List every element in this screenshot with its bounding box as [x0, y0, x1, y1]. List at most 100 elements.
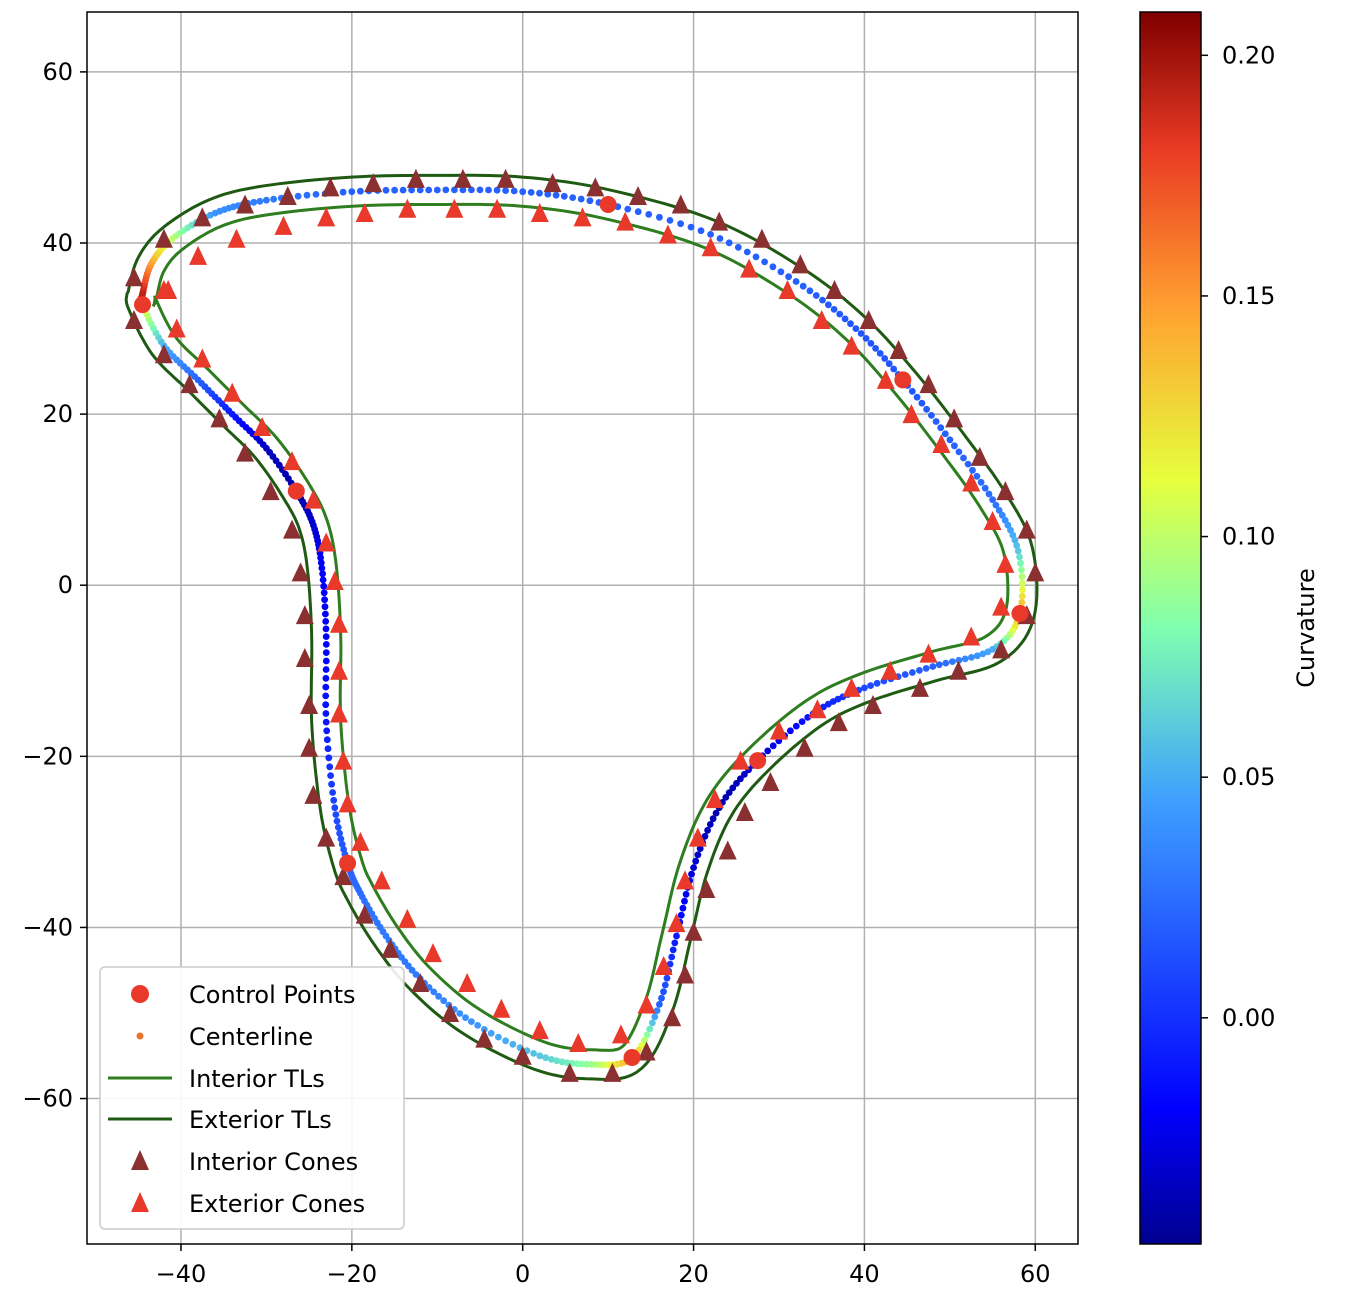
centerline-point [322, 718, 330, 726]
centerline-point [563, 1059, 571, 1066]
centerline-point [318, 564, 326, 572]
centerline-point [687, 223, 695, 231]
centerline-point [322, 683, 330, 691]
exterior-cone [330, 660, 349, 680]
centerline-point [326, 763, 334, 771]
colorbar: 0.00 0.05 0.10 0.15 0.20 Curvature [1139, 11, 1320, 1245]
centerline-point [955, 448, 963, 456]
centerline-point [941, 430, 949, 438]
exterior-cone [881, 660, 900, 680]
centerline-point [1018, 573, 1026, 580]
centerline-point [425, 186, 433, 194]
exterior-cone [667, 913, 686, 933]
exterior-cone [569, 1032, 588, 1052]
interior-track-line [151, 202, 1010, 1052]
centerline-point [553, 1057, 561, 1065]
centerline-point [697, 227, 705, 235]
exterior-cone [530, 203, 549, 223]
interior-cone [735, 801, 754, 821]
interior-cone [321, 177, 340, 197]
interior-cone [124, 310, 143, 329]
centerline-point [918, 399, 926, 407]
exterior-cone [193, 348, 212, 368]
y-tick-label: −20 [22, 742, 73, 770]
centerline-point [668, 953, 676, 961]
centerline-point [908, 387, 916, 395]
centerline-point [679, 904, 687, 912]
centerline-point [468, 186, 475, 194]
centerline-point [510, 187, 518, 195]
centerline-point [435, 992, 442, 1000]
interior-cone [919, 374, 938, 394]
centerline-point [340, 846, 347, 853]
x-tick-label: 20 [678, 1260, 709, 1288]
x-tick-label: 0 [515, 1260, 530, 1288]
exterior-cone [458, 973, 477, 993]
centerline-point [322, 625, 330, 633]
exterior-cone [372, 870, 391, 890]
exterior-cone [223, 382, 242, 402]
centerline-point [391, 186, 398, 194]
centerline-point [624, 205, 632, 213]
exterior-cone [283, 451, 302, 471]
centerline-point [961, 655, 969, 663]
interior-cone [752, 228, 771, 248]
centerline-point [643, 1031, 651, 1039]
centerline-point [586, 197, 594, 205]
interior-cone [791, 254, 810, 274]
interior-cone [496, 168, 515, 188]
centerline-point [981, 484, 989, 492]
exterior-cone [932, 434, 951, 454]
centerline-point [995, 506, 1003, 514]
centerline-point [792, 278, 800, 285]
centerline-point [669, 946, 677, 954]
exterior-cone [654, 955, 673, 975]
centerline-point [327, 772, 334, 779]
centerline-point [799, 282, 807, 290]
centerline-point [812, 292, 820, 299]
centerline-point [819, 296, 826, 304]
interior-cone [334, 866, 353, 886]
centerline-point [560, 192, 568, 200]
centerline-point [960, 454, 967, 462]
centerline-point [709, 815, 717, 823]
exterior-cone [812, 310, 831, 329]
interior-cone [710, 211, 729, 231]
interior-cone [910, 677, 929, 697]
y-tick-label: 20 [42, 400, 73, 428]
colorbar-tick-label: 0.20 [1222, 41, 1275, 69]
centerline-point [716, 235, 724, 242]
y-tick-label: 40 [42, 229, 73, 257]
centerline-point [303, 191, 311, 199]
centerline-point [955, 656, 963, 664]
centerline-point [909, 669, 916, 676]
centerline-point [558, 1058, 566, 1066]
exterior-cone [317, 532, 336, 552]
centerline-point [442, 186, 450, 194]
exterior-cone [227, 228, 246, 248]
control-point [339, 854, 357, 872]
colorbar-tick-label: 0.15 [1222, 282, 1275, 310]
centerline-point [536, 189, 543, 197]
centerline-point [852, 325, 860, 332]
centerline-point [577, 195, 585, 203]
centerline-point [663, 974, 671, 982]
centerline-point [408, 186, 415, 194]
centerline-point [322, 618, 330, 625]
centerline-point [798, 718, 806, 725]
centerline-point [509, 1040, 517, 1048]
interior-cone [180, 374, 199, 394]
centerline-point [666, 960, 674, 968]
interior-cone [718, 840, 737, 860]
centerline-point [325, 754, 333, 762]
centerline-point [634, 208, 642, 216]
exterior-cone [355, 203, 374, 223]
centerline-point [569, 194, 577, 202]
exterior-cone [317, 207, 336, 227]
legend-label-centerline: Centerline [189, 1023, 313, 1051]
centerline-point [476, 186, 484, 194]
legend-label-control-points: Control Points [189, 981, 355, 1009]
centerline-point [722, 794, 730, 801]
colorbar-ticks: 0.00 0.05 0.10 0.15 0.20 [1201, 41, 1275, 1032]
interior-cone [637, 1041, 656, 1061]
